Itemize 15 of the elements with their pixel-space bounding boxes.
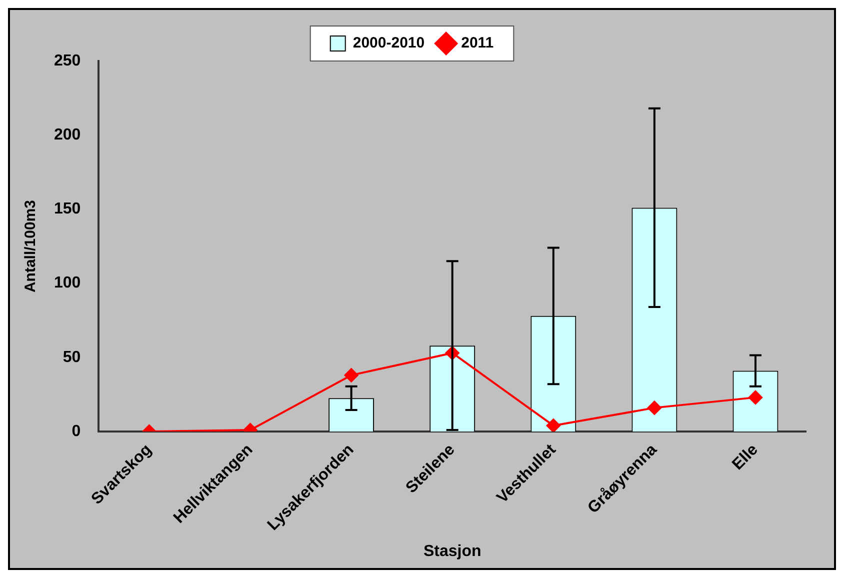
y-axis-title: Antall/100m3 [22,200,40,293]
y-tick-label: 50 [62,348,81,366]
y-tick-label: 250 [54,52,81,70]
x-tick-label: Elle [729,441,762,474]
point [748,390,762,404]
legend-label: 2000-2010 [352,34,425,52]
y-tick-label: 100 [54,274,81,292]
point [647,400,662,415]
y-tick-label: 200 [54,126,81,144]
point [546,418,560,432]
legend-label: 2011 [461,34,494,52]
y-tick-label: 0 [72,422,81,440]
y-tick-label: 150 [54,200,81,218]
point [344,368,358,382]
x-axis-title: Stasjon [423,542,482,560]
